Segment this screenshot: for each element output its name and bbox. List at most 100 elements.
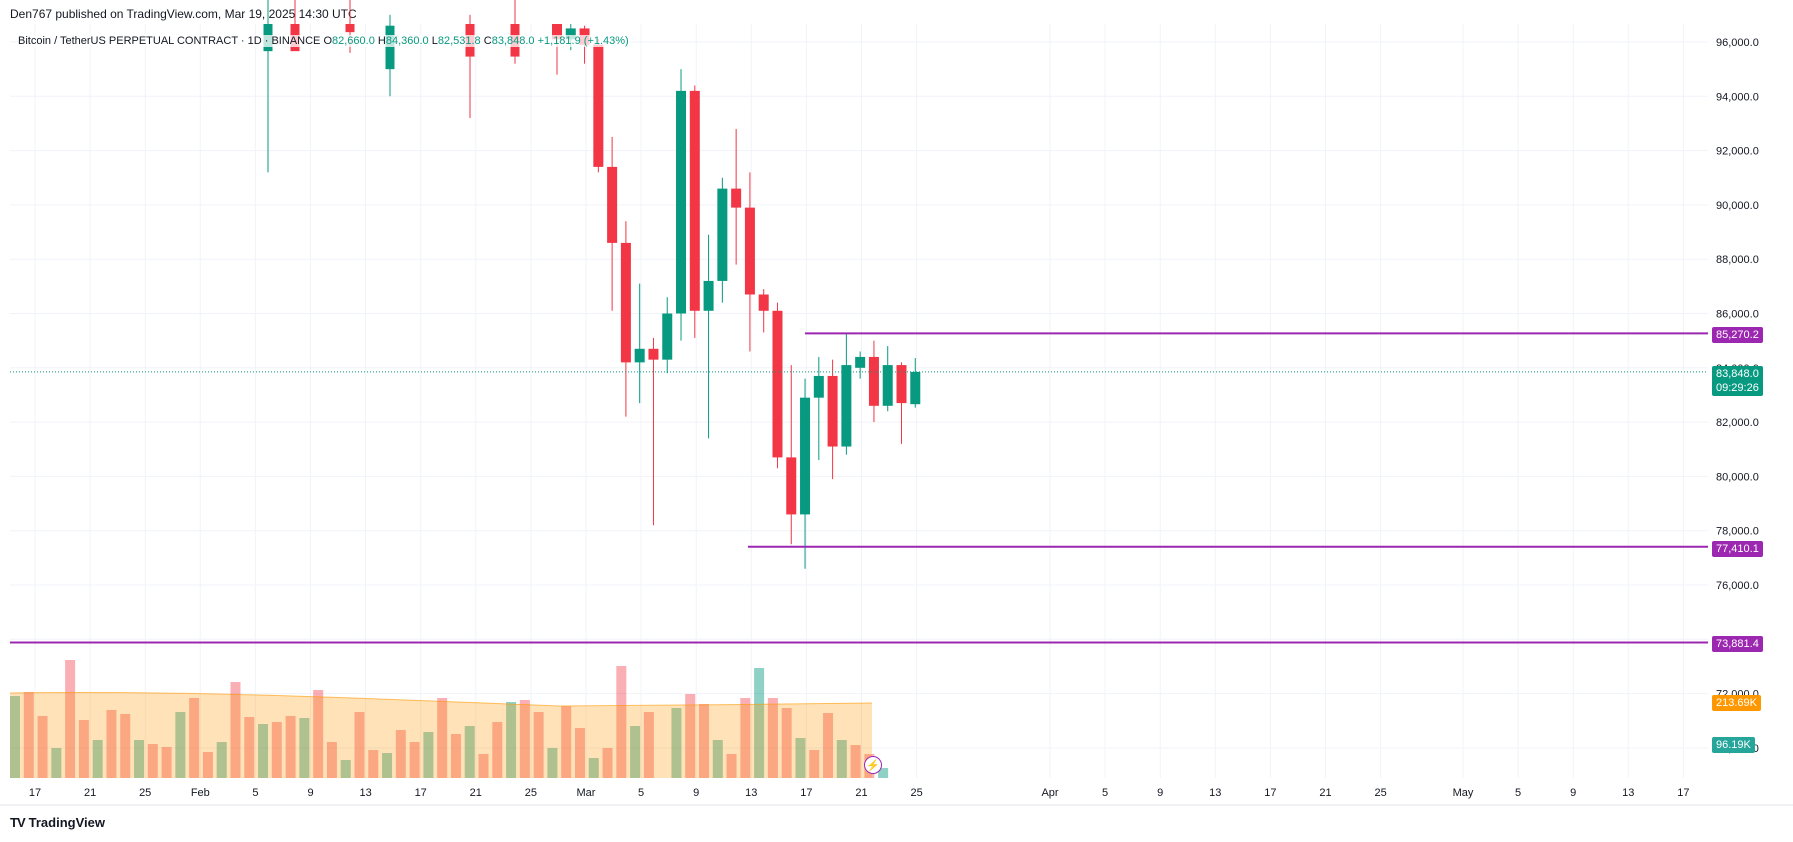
volume-bar bbox=[643, 712, 654, 778]
volume-bar bbox=[492, 722, 503, 778]
volume-bar bbox=[409, 742, 420, 778]
volume-bar bbox=[51, 748, 62, 778]
volume-bar bbox=[10, 696, 20, 778]
y-tick-label: 94,000.0 bbox=[1716, 91, 1759, 103]
volume-bar bbox=[92, 740, 103, 778]
chart-grid bbox=[10, 24, 1708, 778]
volume-bar bbox=[588, 758, 599, 778]
x-tick-label: 21 bbox=[1319, 787, 1331, 799]
current-price-label: 83,848.0 bbox=[1712, 366, 1763, 382]
volume-bar bbox=[161, 747, 172, 778]
candle-body bbox=[910, 371, 921, 405]
volume-bar bbox=[685, 694, 696, 778]
x-tick-label: Apr bbox=[1041, 787, 1058, 799]
candle-body bbox=[662, 313, 673, 360]
volume-bar bbox=[147, 744, 158, 778]
volume-bar bbox=[781, 708, 792, 778]
candle-body bbox=[676, 90, 687, 314]
x-tick-label: 21 bbox=[470, 787, 482, 799]
x-tick-label: 13 bbox=[359, 787, 371, 799]
volume-bar bbox=[712, 740, 723, 778]
volume-bar bbox=[740, 698, 751, 778]
volume-bar bbox=[547, 748, 558, 778]
horizontal-levels bbox=[10, 332, 1708, 644]
volume-bar bbox=[616, 666, 627, 778]
candle-body bbox=[744, 207, 755, 295]
tradingview-logo-icon: TV bbox=[10, 815, 26, 830]
candle-body bbox=[552, 24, 562, 40]
x-tick-label: 25 bbox=[139, 787, 151, 799]
candle-body bbox=[786, 457, 797, 515]
x-tick-label: 5 bbox=[638, 787, 644, 799]
volume-bar bbox=[809, 750, 820, 778]
volume-bar bbox=[699, 704, 709, 778]
candle-body bbox=[689, 90, 700, 311]
symbol-name[interactable]: Bitcoin / TetherUS PERPETUAL CONTRACT · … bbox=[18, 35, 321, 47]
y-tick-label: 90,000.0 bbox=[1716, 200, 1759, 212]
candle-body bbox=[813, 375, 824, 398]
volume-bar bbox=[340, 760, 351, 778]
candle-body bbox=[896, 365, 907, 404]
volume-bar bbox=[230, 682, 241, 778]
x-tick-label: 25 bbox=[525, 787, 537, 799]
brand-name: TradingView bbox=[28, 815, 105, 830]
y-tick-label: 96,000.0 bbox=[1716, 37, 1759, 49]
candle-body bbox=[855, 356, 866, 368]
level-bottom-price-label: 73,881.4 bbox=[1712, 636, 1763, 652]
volume-bar bbox=[519, 700, 530, 778]
y-tick-label: 76,000.0 bbox=[1716, 580, 1759, 592]
tradingview-brand[interactable]: TV TradingView bbox=[10, 815, 105, 830]
volume-bar bbox=[175, 712, 186, 778]
volume-bar bbox=[313, 690, 324, 778]
volume-bar bbox=[78, 720, 89, 778]
volume-bar bbox=[395, 730, 406, 778]
candle-body bbox=[717, 188, 728, 281]
candle-body bbox=[800, 397, 811, 515]
volume-ma-line bbox=[9, 691, 873, 707]
x-tick-label: 9 bbox=[1570, 787, 1576, 799]
candle-body bbox=[607, 166, 618, 243]
candle-body bbox=[882, 365, 893, 406]
o-label: O bbox=[323, 35, 332, 47]
x-tick-label: 13 bbox=[745, 787, 757, 799]
candle-body bbox=[593, 44, 604, 167]
volume-bar bbox=[478, 754, 489, 778]
volume-bar bbox=[285, 716, 296, 778]
volume-bar bbox=[464, 726, 475, 778]
candle-body bbox=[634, 348, 645, 363]
level-upper-price-label: 85,270.2 bbox=[1712, 327, 1763, 343]
x-tick-label: 5 bbox=[1515, 787, 1521, 799]
candle-body bbox=[731, 188, 742, 208]
x-tick-label: 17 bbox=[29, 787, 41, 799]
candle-body bbox=[620, 242, 631, 363]
volume-bar bbox=[326, 742, 337, 778]
volume-bar bbox=[65, 660, 76, 778]
volume-bar bbox=[754, 668, 765, 778]
volume-bar bbox=[450, 734, 461, 778]
volume-bar bbox=[354, 712, 365, 778]
volume-bar bbox=[561, 706, 572, 778]
x-tick-label: 17 bbox=[1264, 787, 1276, 799]
x-tick-label: 25 bbox=[910, 787, 922, 799]
x-tick-label: 21 bbox=[855, 787, 867, 799]
o-value: 82,660.0 bbox=[332, 35, 375, 47]
volume-last-label: 96.19K bbox=[1712, 737, 1755, 753]
volume-bar bbox=[878, 768, 889, 778]
volume-bar bbox=[767, 698, 778, 778]
volume-bar bbox=[37, 716, 48, 778]
time-axis-bg bbox=[0, 778, 1793, 798]
lightning-icon[interactable]: ⚡ bbox=[864, 756, 882, 774]
volume-bar bbox=[850, 745, 861, 778]
y-tick-label: 92,000.0 bbox=[1716, 146, 1759, 158]
volume-ma-label: 213.69K bbox=[1712, 695, 1761, 711]
x-tick-label: 5 bbox=[252, 787, 258, 799]
candle-body bbox=[772, 310, 783, 458]
x-tick-label: 9 bbox=[693, 787, 699, 799]
time-axis: 17 21 25 Feb 5 9 13 17 21 25 Mar 5 9 13 17 21 25 Apr 5 9 13 1… bbox=[0, 778, 1793, 806]
x-tick-label: 17 bbox=[800, 787, 812, 799]
x-tick-label: Feb bbox=[191, 787, 210, 799]
l-label: L bbox=[431, 35, 438, 47]
volume-bar bbox=[602, 748, 613, 778]
c-label: C bbox=[483, 35, 492, 47]
